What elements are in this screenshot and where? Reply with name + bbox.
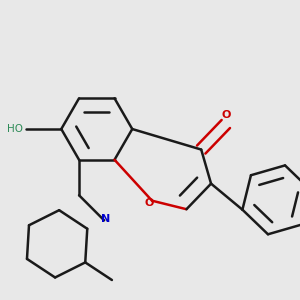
Text: N: N (101, 214, 110, 224)
Text: O: O (221, 110, 230, 120)
Text: O: O (145, 199, 154, 208)
Text: HO: HO (7, 124, 23, 134)
